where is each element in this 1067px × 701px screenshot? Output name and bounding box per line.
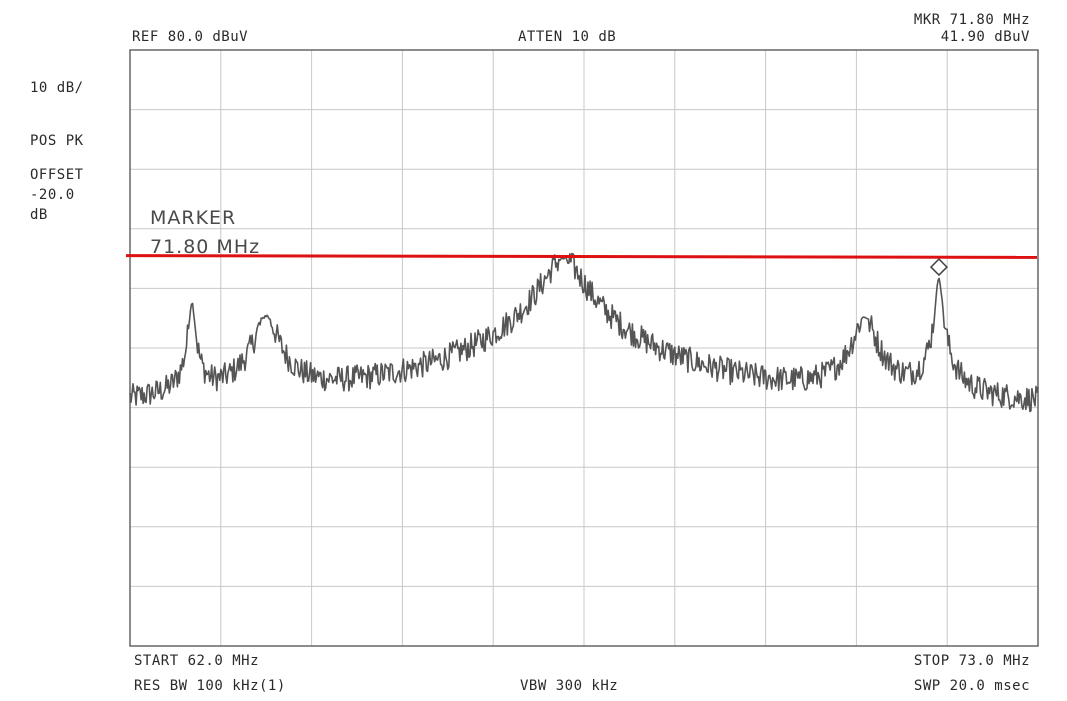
start-freq-label: START 62.0 MHz xyxy=(134,653,260,669)
plot-frame xyxy=(129,49,1039,647)
offset-unit: dB xyxy=(30,207,48,223)
marker-annotation-title: MARKER xyxy=(150,207,237,229)
marker-annotation-freq: 71.80 MHz xyxy=(150,236,261,258)
offset-label: OFFSET xyxy=(30,167,84,183)
offset-value: -20.0 xyxy=(30,187,75,203)
detector-label: POS PK xyxy=(30,133,84,149)
marker-diamond-icon xyxy=(929,258,949,277)
marker-level-readout: 41.90 dBuV xyxy=(940,29,1030,45)
res-bw-label: RES BW 100 kHz(1) xyxy=(134,678,286,694)
sweep-time-label: SWP 20.0 msec xyxy=(913,678,1030,694)
atten-label: ATTEN 10 dB xyxy=(518,29,617,45)
vbw-label: VBW 300 kHz xyxy=(520,678,619,694)
marker-freq-readout: MKR 71.80 MHz xyxy=(913,12,1030,28)
graticule xyxy=(130,50,1038,646)
limit-line xyxy=(125,254,1038,259)
scale-label: 10 dB/ xyxy=(30,80,84,96)
ref-level-label: REF 80.0 dBuV xyxy=(132,29,249,45)
spectrum-trace xyxy=(129,252,1039,413)
stop-freq-label: STOP 73.0 MHz xyxy=(913,653,1030,669)
